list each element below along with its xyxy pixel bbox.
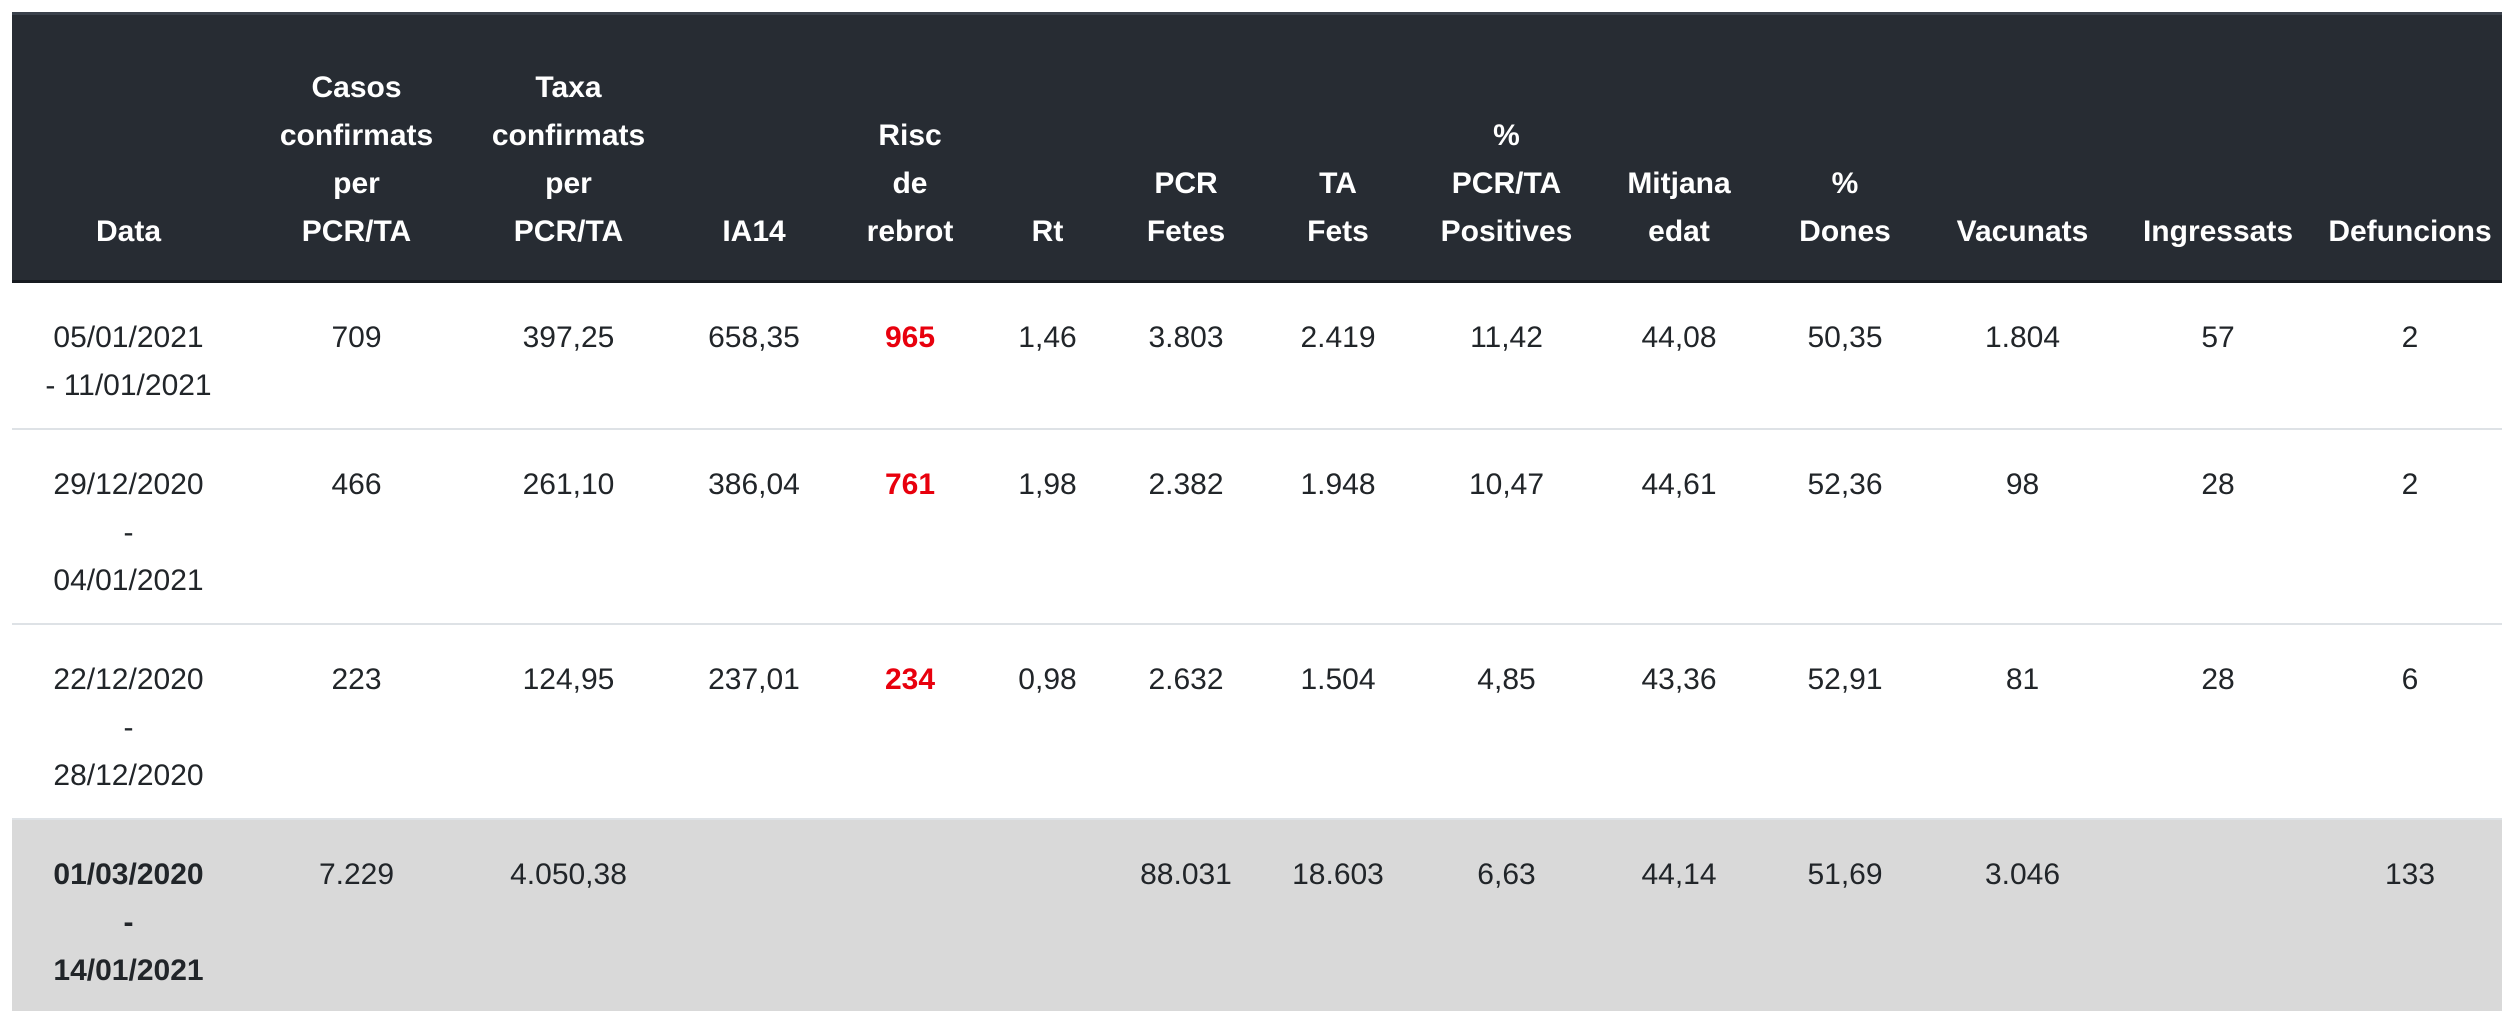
header-cell-ingressats: Ingressats [2118, 12, 2318, 283]
date-range-cell: 22/12/2020 - 28/12/2020 [12, 622, 245, 819]
value-cell-rt: 1,46 [1018, 321, 1077, 354]
table-body: 05/01/2021 - 11/01/2021 709 397,25 658,35 96… [12, 282, 2502, 1011]
value-cell-pcr-fetes: 3.803 [1148, 321, 1224, 354]
header-cell-risc-rebrot: Risc de rebrot [839, 12, 981, 283]
header-cell-data: Data [12, 12, 245, 283]
value-cell-ingressats: 28 [2118, 427, 2318, 624]
value-cell-defuncions: 2 [2401, 321, 2419, 354]
value-cell-ia14: 386,04 [669, 427, 839, 624]
table-row: 29/12/2020 - 04/01/2021 466 261,10 386,04 76… [12, 427, 2502, 624]
value-cell-ia14: 237,01 [669, 622, 839, 819]
value-cell-rt: 0,98 [981, 622, 1114, 819]
value-cell-risc-rebrot: 761 [839, 427, 981, 624]
header-cell-pct-dones: % Dones [1763, 12, 1927, 283]
value-cell-pcr-fetes: 2.632 [1114, 622, 1258, 819]
value-cell-taxa-confirmats: 124,95 [468, 622, 669, 819]
covid-stats-table-container: Data Casos confirmats per PCR/TA Taxa conf… [12, 12, 2502, 1011]
value-cell-mitjana-edat: 44,08 [1641, 321, 1717, 354]
value-cell-casos-confirmats: 466 [245, 427, 468, 624]
value-cell-pct-dones: 50,35 [1807, 321, 1883, 354]
value-cell-taxa-confirmats: 397,25 [522, 321, 615, 354]
value-cell-vacunats: 1.804 [1984, 321, 2061, 354]
value-cell-ia14 [669, 817, 839, 1011]
value-cell-mitjana-edat: 44,14 [1595, 817, 1763, 1011]
value-cell-ta-fets: 18.603 [1258, 817, 1418, 1011]
value-cell-ta-fets: 1.504 [1258, 622, 1418, 819]
value-cell-pct-dones: 52,36 [1763, 427, 1927, 624]
header-cell-casos-confirmats: Casos confirmats per PCR/TA [245, 12, 468, 283]
value-cell-pcr-fetes: 88.031 [1114, 817, 1258, 1011]
value-cell-defuncions: 133 [2318, 817, 2502, 1011]
covid-stats-table: Data Casos confirmats per PCR/TA Taxa conf… [12, 12, 2502, 1011]
table-header: Data Casos confirmats per PCR/TA Taxa conf… [12, 12, 2502, 283]
value-cell-ingressats: 28 [2118, 622, 2318, 819]
table-row: 01/03/2020 - 14/01/2021 7.229 4.050,38 88.0… [12, 817, 2502, 1011]
header-cell-defuncions: Defuncions [2318, 12, 2502, 283]
header-cell-ia14: IA14 [669, 12, 839, 283]
table-row: 05/01/2021 - 11/01/2021 709 397,25 658,35 96… [12, 282, 2502, 429]
value-cell-pct-dones: 51,69 [1763, 817, 1927, 1011]
value-cell-casos-confirmats: 223 [245, 622, 468, 819]
value-cell-ta-fets: 2.419 [1300, 321, 1376, 354]
header-cell-rt: Rt [981, 12, 1114, 283]
value-cell-risc-rebrot [839, 817, 981, 1011]
value-cell-mitjana-edat: 43,36 [1595, 622, 1763, 819]
date-range-cell: 29/12/2020 - 04/01/2021 [12, 427, 245, 624]
value-cell-casos-confirmats: 7.229 [245, 817, 468, 1011]
value-cell-ingressats [2118, 817, 2318, 1011]
header-row: Data Casos confirmats per PCR/TA Taxa conf… [12, 12, 2502, 283]
date-range-cell: 01/03/2020 - 14/01/2021 [12, 817, 245, 1011]
value-cell-pcr-fetes: 2.382 [1114, 427, 1258, 624]
value-cell-pct-dones: 52,91 [1763, 622, 1927, 819]
value-cell-mitjana-edat: 44,61 [1595, 427, 1763, 624]
value-cell-vacunats: 3.046 [1927, 817, 2118, 1011]
table-row: 22/12/2020 - 28/12/2020 223 124,95 237,01 23… [12, 622, 2502, 819]
value-cell-ingressats: 57 [2201, 321, 2235, 354]
value-cell-rt: 1,98 [981, 427, 1114, 624]
value-cell-ia14: 658,35 [708, 321, 800, 354]
header-cell-vacunats: Vacunats [1927, 12, 2118, 283]
value-cell-pct-pcrta-positives: 6,63 [1418, 817, 1595, 1011]
header-cell-pcr-fetes: PCR Fetes [1114, 12, 1258, 283]
value-cell-rt [981, 817, 1114, 1011]
value-cell-taxa-confirmats: 261,10 [468, 427, 669, 624]
value-cell-pct-pcrta-positives: 4,85 [1418, 622, 1595, 819]
value-cell-defuncions: 2 [2318, 427, 2502, 624]
value-cell-vacunats: 81 [1927, 622, 2118, 819]
value-cell-pct-pcrta-positives: 11,42 [1470, 321, 1543, 354]
value-cell-risc-rebrot: 234 [839, 622, 981, 819]
header-cell-taxa-confirmats: Taxa confirmats per PCR/TA [468, 12, 669, 283]
header-cell-ta-fets: TA Fets [1258, 12, 1418, 283]
value-cell-defuncions: 6 [2318, 622, 2502, 819]
value-cell-pct-pcrta-positives: 10,47 [1418, 427, 1595, 624]
value-cell-vacunats: 98 [1927, 427, 2118, 624]
date-range-cell: 05/01/2021 - 11/01/2021 [45, 321, 212, 402]
value-cell-ta-fets: 1.948 [1258, 427, 1418, 624]
value-cell-risc-rebrot: 965 [884, 321, 936, 354]
header-cell-mitjana-edat: Mitjana edat [1595, 12, 1763, 283]
header-cell-pct-pcrta-positives: % PCR/TA Positives [1418, 12, 1595, 283]
value-cell-taxa-confirmats: 4.050,38 [468, 817, 669, 1011]
value-cell-casos-confirmats: 709 [331, 321, 382, 354]
